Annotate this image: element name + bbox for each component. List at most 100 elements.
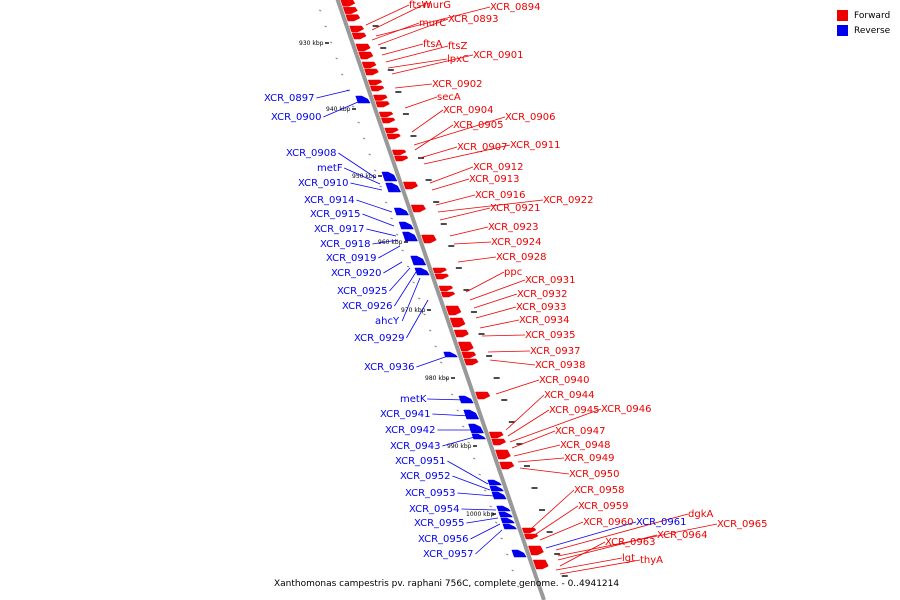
forward-gene-feature[interactable] [361, 61, 377, 69]
reverse-gene-feature[interactable] [398, 221, 414, 230]
gene-label[interactable]: XCR_0902 [432, 79, 483, 90]
gene-label[interactable]: XCR_0901 [473, 50, 524, 61]
forward-gene-feature[interactable] [375, 101, 390, 108]
gene-label[interactable]: murC [419, 18, 446, 29]
gene-label[interactable]: XCR_0893 [448, 14, 499, 25]
forward-gene-feature[interactable] [491, 438, 507, 446]
gene-label[interactable]: XCR_0916 [475, 190, 526, 201]
gene-label[interactable]: metK [400, 394, 427, 405]
forward-gene-feature[interactable] [386, 133, 401, 140]
reverse-gene-feature[interactable] [489, 485, 505, 492]
gene-label[interactable]: XCR_0900 [271, 112, 322, 123]
gene-label[interactable]: XCR_0921 [490, 203, 541, 214]
forward-gene-feature[interactable] [342, 7, 358, 14]
forward-gene-feature[interactable] [521, 527, 537, 534]
reverse-gene-feature[interactable] [496, 505, 511, 512]
gene-label[interactable]: ahcY [375, 316, 400, 327]
reverse-gene-feature[interactable] [410, 255, 427, 266]
gene-label[interactable]: XCR_0908 [286, 148, 337, 159]
gene-label[interactable]: XCR_0948 [560, 440, 611, 451]
reverse-gene-feature[interactable] [502, 523, 518, 530]
gene-label[interactable]: XCR_0910 [298, 178, 349, 189]
forward-gene-feature[interactable] [449, 317, 466, 328]
gene-label[interactable]: murG [423, 0, 451, 11]
gene-label[interactable]: XCR_0931 [525, 275, 576, 286]
forward-gene-feature[interactable] [369, 85, 385, 92]
reverse-gene-feature[interactable] [487, 479, 503, 486]
forward-gene-feature[interactable] [378, 111, 394, 118]
forward-gene-feature[interactable] [380, 117, 396, 124]
forward-gene-feature[interactable] [457, 341, 474, 352]
gene-label[interactable]: XCR_0926 [342, 301, 393, 312]
forward-gene-feature[interactable] [351, 32, 367, 40]
forward-gene-feature[interactable] [475, 391, 491, 400]
gene-label[interactable]: XCR_0932 [517, 289, 568, 300]
gene-label[interactable]: XCR_0894 [490, 2, 541, 13]
gene-label[interactable]: ppc [504, 267, 522, 278]
gene-label[interactable]: XCR_0961 [636, 517, 687, 528]
forward-gene-feature[interactable] [432, 267, 447, 274]
gene-label[interactable]: XCR_0928 [496, 252, 547, 263]
forward-gene-feature[interactable] [349, 25, 365, 33]
gene-label[interactable]: XCR_0951 [395, 456, 446, 467]
gene-label[interactable]: XCR_0929 [354, 333, 405, 344]
gene-label[interactable]: metF [317, 163, 343, 174]
gene-label[interactable]: XCR_0942 [385, 425, 436, 436]
gene-label[interactable]: XCR_0933 [516, 302, 567, 313]
gene-label[interactable]: XCR_0952 [400, 471, 451, 482]
gene-label[interactable]: XCR_0964 [657, 530, 708, 541]
forward-gene-feature[interactable] [463, 358, 479, 366]
gene-label[interactable]: XCR_0917 [314, 224, 365, 235]
gene-label[interactable]: lpxC [447, 54, 469, 65]
gene-label[interactable]: XCR_0949 [564, 453, 615, 464]
forward-gene-feature[interactable] [402, 181, 419, 190]
forward-gene-feature[interactable] [438, 285, 454, 292]
gene-label[interactable]: XCR_0953 [405, 488, 456, 499]
gene-label[interactable]: XCR_0906 [505, 112, 556, 123]
gene-label[interactable]: XCR_0941 [380, 409, 431, 420]
forward-gene-feature[interactable] [391, 149, 407, 156]
forward-gene-feature[interactable] [523, 533, 539, 540]
gene-label[interactable]: XCR_0943 [390, 441, 441, 452]
gene-label[interactable]: thyA [640, 555, 663, 566]
forward-gene-feature[interactable] [410, 204, 426, 213]
gene-label[interactable]: XCR_0911 [510, 140, 561, 151]
gene-label[interactable]: XCR_0914 [304, 195, 355, 206]
reverse-gene-feature[interactable] [381, 171, 398, 182]
gene-label[interactable]: XCR_0955 [414, 518, 465, 529]
forward-gene-feature[interactable] [528, 545, 544, 556]
gene-label[interactable]: XCR_0925 [337, 286, 388, 297]
forward-gene-feature[interactable] [421, 234, 437, 244]
gene-label[interactable]: XCR_0940 [539, 375, 590, 386]
gene-label[interactable]: XCR_0907 [457, 142, 508, 153]
gene-label[interactable]: XCR_0960 [583, 517, 634, 528]
gene-label[interactable]: XCR_0905 [453, 120, 504, 131]
gene-label[interactable]: XCR_0922 [543, 195, 594, 206]
gene-label[interactable]: XCR_0934 [519, 315, 570, 326]
forward-gene-feature[interactable] [499, 461, 515, 470]
forward-gene-feature[interactable] [461, 351, 477, 359]
gene-label[interactable]: XCR_0924 [491, 237, 542, 248]
forward-gene-feature[interactable] [495, 449, 511, 460]
gene-label[interactable]: XCR_0938 [535, 360, 586, 371]
reverse-gene-feature[interactable] [463, 409, 480, 420]
gene-label[interactable]: ftsW [409, 0, 431, 11]
reverse-gene-feature[interactable] [355, 95, 371, 104]
gene-label[interactable]: XCR_0944 [544, 390, 595, 401]
gene-label[interactable]: XCR_0912 [473, 162, 524, 173]
gene-label[interactable]: secA [437, 92, 461, 103]
gene-label[interactable]: XCR_0915 [310, 209, 361, 220]
forward-gene-feature[interactable] [434, 273, 450, 280]
gene-label[interactable]: XCR_0945 [549, 405, 600, 416]
reverse-gene-feature[interactable] [443, 351, 459, 358]
gene-label[interactable]: ftsZ [448, 41, 467, 52]
gene-label[interactable]: XCR_0937 [530, 346, 581, 357]
forward-gene-feature[interactable] [355, 43, 371, 52]
forward-gene-feature[interactable] [394, 155, 409, 162]
forward-gene-feature[interactable] [345, 14, 361, 22]
gene-label[interactable]: XCR_0913 [469, 174, 520, 185]
forward-gene-feature[interactable] [373, 94, 388, 101]
reverse-gene-feature[interactable] [393, 207, 410, 216]
forward-gene-feature[interactable] [358, 51, 374, 60]
gene-label[interactable]: XCR_0947 [555, 426, 606, 437]
